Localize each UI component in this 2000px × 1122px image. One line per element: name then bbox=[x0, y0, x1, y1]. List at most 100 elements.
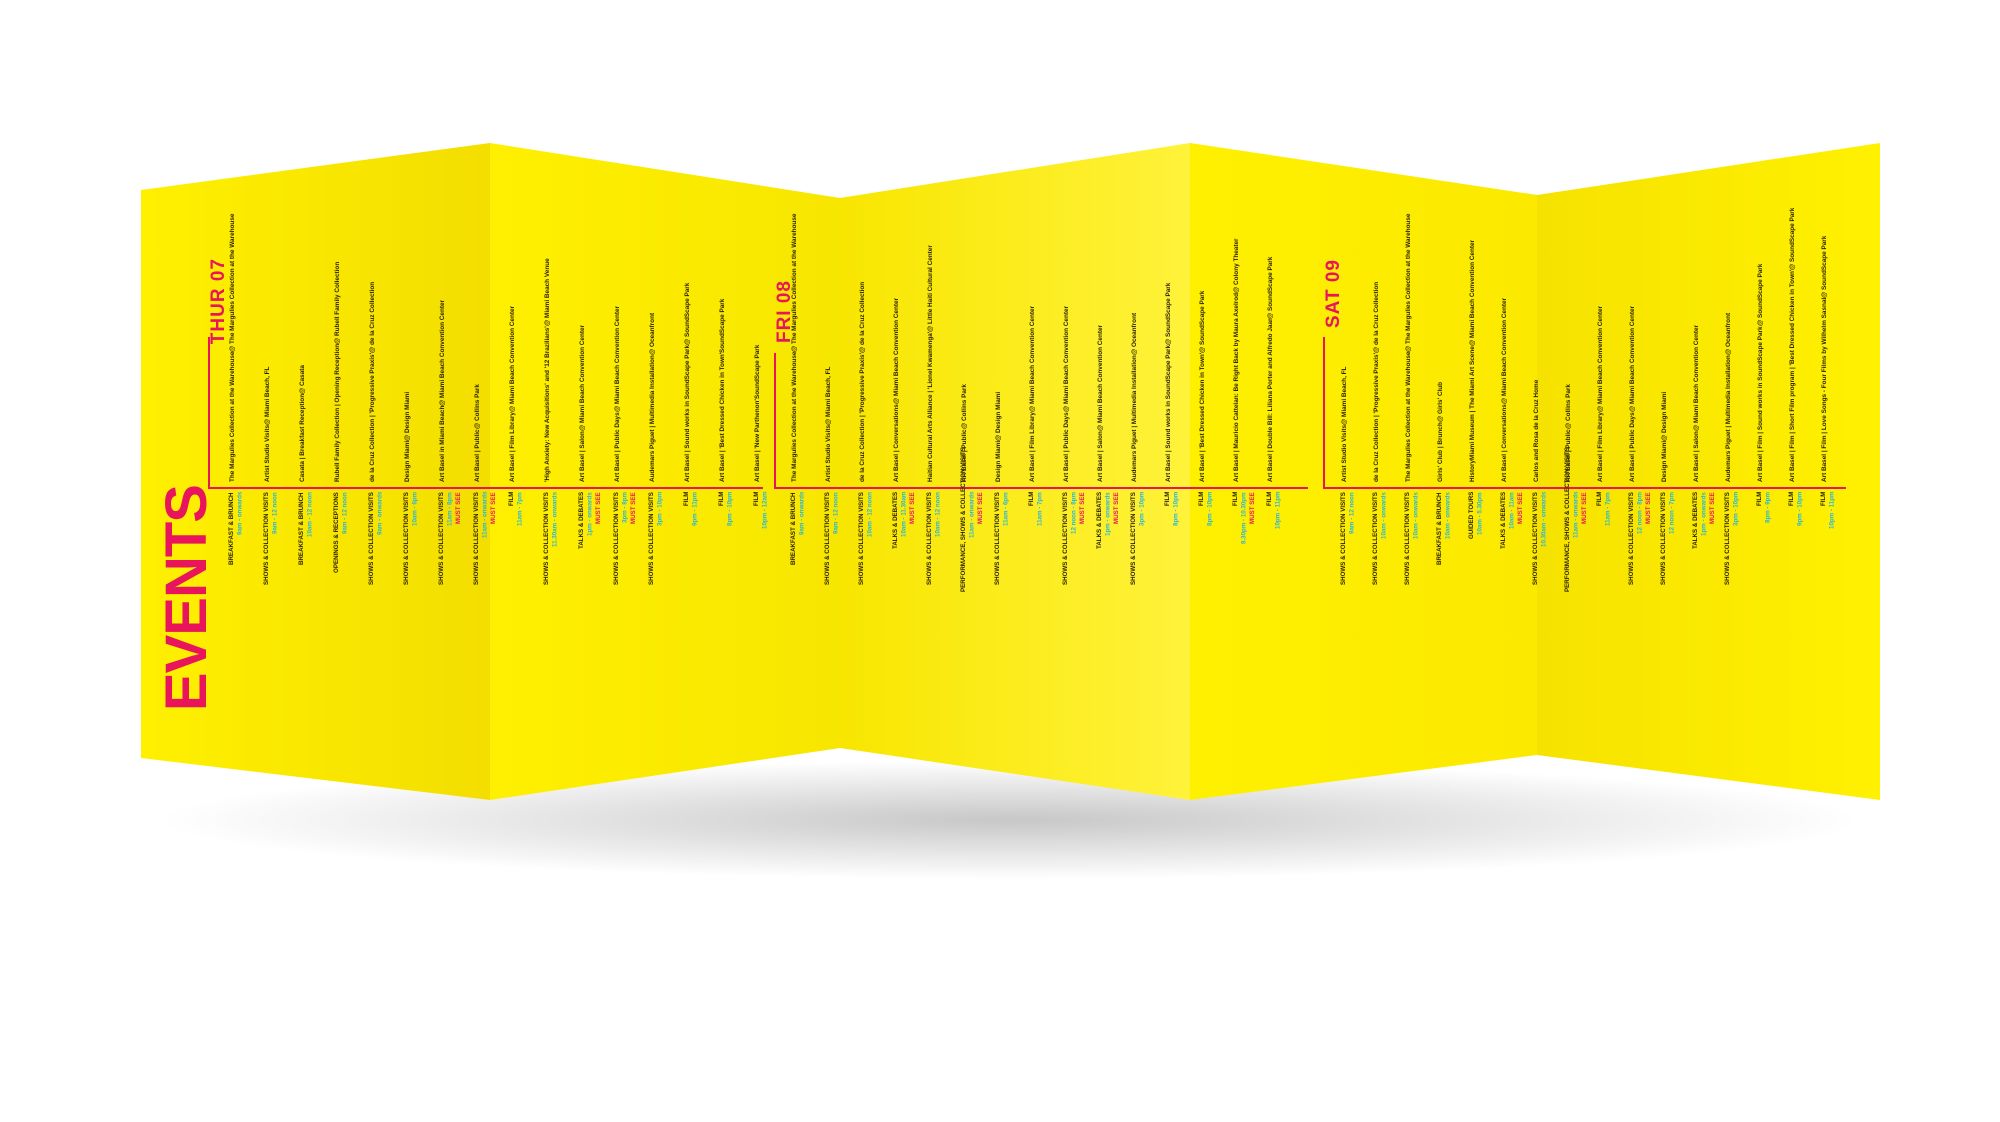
sat-category-8: FILM 11am - 7pm bbox=[1596, 492, 1612, 526]
fri-category-0: BREAKFAST & BRUNCH 9am - onwards bbox=[790, 492, 806, 565]
sat-venue-0: Artist Studio Visits@ Miami Beach, FL bbox=[1341, 366, 1348, 483]
panel-3 bbox=[840, 143, 1190, 800]
thur-category-1: SHOWS & COLLECTION VISITS 9am - 12 noon bbox=[263, 492, 279, 585]
fri-venue-3: Art Basel | Conversations@ Miami Beach C… bbox=[893, 298, 900, 482]
sat-vertical-rule bbox=[1323, 337, 1325, 487]
thur-category-9: SHOWS & COLLECTION VISITS 11.30am - onwar… bbox=[543, 492, 559, 585]
fri-category-3: TALKS & DEBATES 10am - 11.30am MUST SEE bbox=[892, 492, 916, 550]
thur-venue-9: 'High Anxiety: New Acquisitions' and '12… bbox=[544, 258, 551, 482]
fri-venue-12: Art Basel | 'Best Dressed Chicken in Tow… bbox=[1199, 290, 1206, 482]
events-title: EVENTS bbox=[154, 485, 219, 712]
sat-category-0: SHOWS & COLLECTION VISITS 9am - 12 noon bbox=[1340, 492, 1356, 585]
thur-category-7: SHOWS & COLLECTION VISITS 11am - onwards M… bbox=[473, 492, 497, 585]
thur-venue-7: Art Basel | Public@ Collins Park bbox=[474, 384, 481, 482]
sat-category-5: TALKS & DEBATES 10am - 11am MUST SEE bbox=[1500, 492, 1524, 550]
thur-venue-11: Art Basel | Public Days@ Miami Beach Con… bbox=[614, 306, 621, 482]
fri-category-7: FILM 11am - 7pm bbox=[1028, 492, 1044, 526]
fri-category-11: FILM 8pm - 10pm bbox=[1164, 492, 1180, 527]
sat-venue-10: Design Miami@ Design Miami bbox=[1661, 391, 1668, 482]
panel-5 bbox=[1537, 143, 1880, 800]
sat-category-9: SHOWS & COLLECTION VISITS 12 noon - 8pm MU… bbox=[1628, 492, 1652, 585]
fri-venue-0: The Margulies Collection at the Warehous… bbox=[791, 213, 798, 482]
thur-category-0: BREAKFAST & BRUNCH 9am - onwards bbox=[228, 492, 244, 565]
sat-category-6: SHOWS & COLLECTION VISITS 10.30am - onwar… bbox=[1532, 492, 1548, 585]
thur-venue-2: Casata | Breakfast Reception@ Casata bbox=[299, 364, 306, 482]
sat-venue-2: The Margulies Collection at the Warehous… bbox=[1405, 213, 1412, 482]
panel-2 bbox=[490, 143, 840, 800]
thur-category-6: SHOWS & COLLECTION VISITS 11am - 8pm MUST … bbox=[438, 492, 462, 585]
fri-venue-10: Audemars Piguet | Multimedia Installatio… bbox=[1131, 313, 1138, 482]
sat-category-1: SHOWS & COLLECTION VISITS 10am - onwards bbox=[1372, 492, 1388, 585]
fri-venue-9: Art Basel | Salon@ Miami Beach Conventio… bbox=[1097, 325, 1104, 482]
thur-vertical-rule bbox=[208, 337, 210, 487]
thur-venue-10: Art Basel | Salon@ Miami Beach Conventio… bbox=[579, 325, 586, 482]
fri-venue-6: Design Miami@ Design Miami bbox=[995, 391, 1002, 482]
thur-venue-12: Audemars Piguet | Multimedia Installatio… bbox=[649, 313, 656, 482]
thur-category-12: SHOWS & COLLECTION VISITS 3pm - 10pm bbox=[648, 492, 664, 585]
fri-venue-8: Art Basel | Public Days@ Miami Beach Con… bbox=[1063, 306, 1070, 482]
sat-venue-8: Art Basel | Film Library@ Miami Beach Co… bbox=[1597, 306, 1604, 482]
sat-category-4: GUIDED TOURS 10am - 5.30pm bbox=[1468, 492, 1484, 540]
fri-venue-14: Art Basel | Double Bill: Liliana Porter … bbox=[1267, 256, 1274, 482]
thur-category-8: FILM 11am - 7pm bbox=[508, 492, 524, 526]
panel-1 bbox=[141, 143, 490, 800]
fri-venue-1: Artist Studio Visits@ Miami Beach, FL bbox=[825, 366, 832, 483]
sat-category-3: BREAKFAST & BRUNCH 10am - onwards bbox=[1436, 492, 1452, 565]
sat-venue-4: HistoryMiami Museum | The Miami Art Scen… bbox=[1469, 240, 1476, 482]
fri-category-6: SHOWS & COLLECTION VISITS 11am - 6pm bbox=[994, 492, 1010, 585]
sat-category-2: SHOWS & COLLECTION VISITS 10am - onwards bbox=[1404, 492, 1420, 585]
fri-category-10: SHOWS & COLLECTION VISITS 3pm - 10pm bbox=[1130, 492, 1146, 585]
sat-venue-9: Art Basel | Public Days@ Miami Beach Con… bbox=[1629, 306, 1636, 482]
sat-category-7: PERFORMANCE, SHOWS & COLLECTION VISITS 11… bbox=[1564, 447, 1588, 592]
sat-category-14: FILM 9pm - 10pm bbox=[1788, 492, 1804, 527]
fri-category-2: SHOWS & COLLECTION VISITS 10am - 12 noon bbox=[858, 492, 874, 585]
fri-venue-7: Art Basel | Film Library@ Miami Beach Co… bbox=[1029, 306, 1036, 482]
fri-venue-2: de la Cruz Collection | 'Progressive Pra… bbox=[859, 281, 866, 482]
sat-venue-11: Art Basel | Salon@ Miami Beach Conventio… bbox=[1693, 325, 1700, 482]
day-label-thur: THUR 07 bbox=[208, 258, 229, 345]
fri-category-12: FILM 8pm - 10pm bbox=[1198, 492, 1214, 527]
fri-venue-11: Art Basel | Sound works in SoundScape Pa… bbox=[1165, 282, 1172, 482]
fri-category-8: SHOWS & COLLECTION VISITS 12 noon - 8pm MU… bbox=[1062, 492, 1086, 585]
thur-category-3: OPENINGS & RECEPTIONS 9am - 12 noon bbox=[333, 492, 349, 573]
thur-category-10: TALKS & DEBATES 1pm - onwards MUST SEE bbox=[578, 492, 602, 550]
thur-venue-13: Art Basel | Sound works in SoundScape Pa… bbox=[684, 282, 691, 482]
thur-venue-14: Art Basel | 'Best Dressed Chicken in Tow… bbox=[719, 298, 726, 482]
thur-category-2: BREAKFAST & BRUNCH 10am - 12 noon bbox=[298, 492, 314, 565]
sat-horizontal-rule bbox=[1323, 487, 1846, 489]
thur-category-14: FILM 8pm - 10pm bbox=[718, 492, 734, 527]
sat-venue-5: Art Basel | Conversations@ Miami Beach C… bbox=[1501, 298, 1508, 482]
fri-vertical-rule bbox=[774, 353, 776, 487]
sat-category-10: SHOWS & COLLECTION VISITS 12 noon - 7pm bbox=[1660, 492, 1676, 585]
sat-category-12: SHOWS & COLLECTION VISITS 3pm - 10pm bbox=[1724, 492, 1740, 585]
fri-category-1: SHOWS & COLLECTION VISITS 9am - 12 noon bbox=[824, 492, 840, 585]
fri-category-13: FILM 8.30pm - 10.30pm MUST SEE bbox=[1232, 492, 1256, 544]
sat-venue-1: de la Cruz Collection | 'Progressive Pra… bbox=[1373, 281, 1380, 482]
fri-venue-4: Haitian Cultural Arts Alliance | 'Lionel… bbox=[927, 244, 934, 482]
thur-venue-8: Art Basel | Film Library@ Miami Beach Co… bbox=[509, 306, 516, 482]
thur-category-4: SHOWS & COLLECTION VISITS 9am - onwards bbox=[368, 492, 384, 585]
thur-venue-0: The Margulies Collection at the Warehous… bbox=[229, 213, 236, 482]
fri-category-9: TALKS & DEBATES 1pm - onwards MUST SEE bbox=[1096, 492, 1120, 550]
thur-venue-15: Art Basel | 'New Parthenon'SoundScape Pa… bbox=[754, 344, 761, 482]
thur-venue-6: Art Basel in Miami Beach@ Miami Beach Co… bbox=[439, 299, 446, 482]
sat-venue-3: Girls' Club | Brunch@ Girls' Club bbox=[1437, 382, 1444, 482]
thur-category-5: SHOWS & COLLECTION VISITS 10am - 6pm bbox=[403, 492, 419, 585]
panel-4 bbox=[1190, 143, 1537, 800]
thur-category-15: FILM 10pm - 12am bbox=[753, 492, 769, 530]
thur-venue-1: Artist Studio Visits@ Miami Beach, FL bbox=[264, 366, 271, 483]
thur-venue-4: de la Cruz Collection | 'Progressive Pra… bbox=[369, 281, 376, 482]
fri-venue-13: Art Basel | Mauricio Cattelan: Be Right … bbox=[1233, 238, 1240, 482]
fri-category-5: PERFORMANCE, SHOWS & COLLECTION VISITS 11… bbox=[960, 447, 984, 592]
sat-venue-12: Audemars Piguet | Multimedia Installatio… bbox=[1725, 313, 1732, 482]
thur-venue-3: Rubell Family Collection | Opening Recep… bbox=[334, 261, 341, 482]
sat-category-11: TALKS & DEBATES 1pm - onwards MUST SEE bbox=[1692, 492, 1716, 550]
thur-category-11: SHOWS & COLLECTION VISITS 3pm - 8pm MUST S… bbox=[613, 492, 637, 585]
sat-category-15: FILM 10pm - 11pm bbox=[1820, 492, 1836, 530]
sat-venue-13: Art Basel | Film | Sound works in SoundS… bbox=[1757, 264, 1764, 482]
sat-category-13: FILM 8pm - 9pm bbox=[1756, 492, 1772, 523]
fri-horizontal-rule bbox=[774, 487, 1308, 489]
thur-category-13: FILM 9pm - 11pm bbox=[683, 492, 699, 527]
